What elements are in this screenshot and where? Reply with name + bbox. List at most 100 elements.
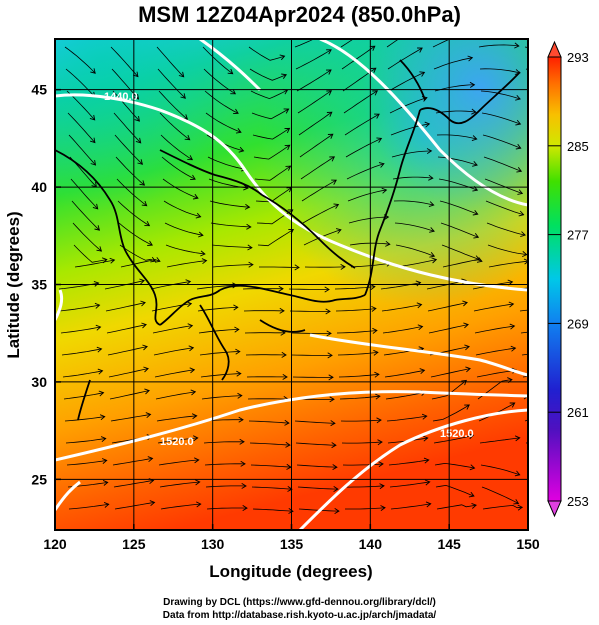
streamline-arrowhead	[472, 161, 478, 167]
streamline-arrowhead	[381, 187, 388, 194]
x-axis-ticks: 120 125 130 135 140 145 150	[43, 524, 540, 552]
streamline-arrowhead	[145, 412, 152, 419]
streamline	[437, 156, 478, 166]
streamline	[339, 395, 380, 400]
streamline-arrowhead	[92, 203, 99, 210]
streamline-arrowhead	[281, 73, 288, 79]
streamline	[249, 442, 290, 446]
streamline	[157, 437, 198, 444]
streamline	[160, 134, 193, 161]
streamline	[488, 260, 528, 268]
streamline	[248, 46, 285, 61]
streamline-arrowhead	[373, 349, 379, 356]
streamline	[435, 484, 475, 497]
streamline	[158, 459, 199, 466]
streamline-arrowhead	[133, 94, 140, 100]
streamline-arrowhead	[417, 324, 424, 331]
streamline-arrowhead	[369, 25, 374, 30]
y-tick-label: 35	[31, 277, 47, 293]
streamline	[151, 303, 192, 312]
streamline	[482, 504, 523, 510]
streamline-arrowhead	[333, 203, 340, 209]
streamline-arrowhead	[331, 442, 337, 449]
streamline-arrowhead	[240, 460, 246, 467]
streamline	[337, 352, 378, 356]
streamline	[204, 90, 239, 114]
streamline-arrowhead	[374, 371, 380, 378]
streamline	[257, 229, 294, 247]
x-tick-label: 135	[280, 536, 304, 552]
streamline-arrowhead	[94, 225, 101, 231]
streamline	[71, 200, 100, 231]
streamline	[438, 178, 478, 191]
streamline-arrowhead	[340, 264, 346, 270]
streamline-arrowhead	[190, 389, 197, 396]
streamline	[163, 200, 201, 218]
streamline	[345, 138, 382, 158]
streamline	[259, 266, 300, 268]
streamline-arrowhead	[190, 174, 196, 181]
streamline	[388, 72, 425, 92]
streamline-arrowhead	[90, 68, 96, 74]
streamline	[480, 90, 521, 100]
streamline-arrowhead	[380, 505, 386, 511]
streamline-arrowhead	[429, 227, 435, 233]
streamline-arrowhead	[325, 69, 332, 75]
streamline-arrowhead	[378, 162, 385, 168]
streamline-arrowhead	[514, 42, 520, 49]
streamline	[482, 134, 521, 149]
streamline	[348, 216, 389, 224]
streamline-arrowhead	[425, 501, 432, 508]
contour-label: 1440.0	[104, 91, 138, 103]
streamline	[250, 89, 288, 100]
streamline	[481, 486, 519, 504]
streamline	[478, 44, 519, 48]
streamline	[340, 39, 355, 48]
streamline-arrowhead	[326, 330, 332, 337]
streamline	[389, 97, 428, 114]
streamline	[473, 303, 514, 312]
streamline	[203, 68, 236, 95]
streamline-arrowhead	[284, 144, 291, 151]
streamline-arrowhead	[329, 396, 335, 403]
streamline-arrowhead	[515, 119, 522, 126]
streamline	[203, 441, 244, 444]
streamline-arrowhead	[510, 345, 517, 352]
streamline-arrowhead	[509, 323, 516, 330]
streamline-arrowhead	[186, 301, 193, 308]
streamline	[393, 200, 434, 206]
streamline	[484, 178, 523, 194]
streamline-arrowhead	[285, 165, 292, 171]
streamline	[390, 123, 430, 136]
streamline-arrowhead	[522, 251, 528, 258]
streamline-arrowhead	[509, 402, 516, 408]
streamline	[519, 309, 528, 312]
streamline-arrowhead	[328, 374, 334, 381]
streamline	[529, 508, 569, 509]
streamline	[433, 434, 474, 444]
streamline	[154, 369, 195, 378]
streamline	[253, 144, 290, 160]
streamline-arrowhead	[371, 305, 377, 312]
streamline-arrowhead	[141, 322, 147, 329]
streamline-arrowhead	[335, 228, 342, 234]
streamline	[106, 324, 147, 334]
streamline	[341, 441, 383, 444]
streamline-arrowhead	[567, 205, 571, 210]
streamline-arrowhead	[90, 160, 97, 166]
streamline-arrowhead	[471, 108, 477, 115]
streamline	[481, 112, 521, 125]
streamline-arrowhead	[285, 441, 291, 448]
streamline-arrowhead	[147, 240, 153, 246]
streamline	[107, 346, 148, 356]
streamline	[209, 200, 250, 208]
streamline-arrowhead	[184, 134, 191, 141]
x-axis-label: Longitude (degrees)	[209, 562, 372, 581]
streamline	[485, 200, 524, 216]
streamline	[206, 507, 248, 510]
streamline	[289, 310, 331, 312]
streamline	[427, 302, 468, 312]
streamline	[252, 128, 290, 140]
streamline	[115, 156, 145, 186]
